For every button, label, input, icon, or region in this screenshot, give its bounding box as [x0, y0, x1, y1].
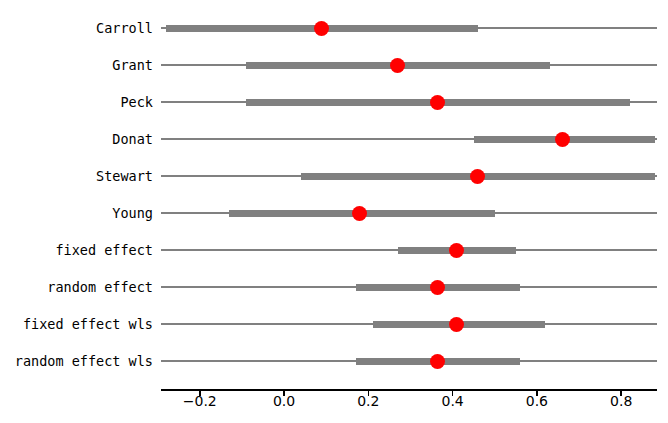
- x-tick-label: 0.8: [591, 393, 651, 409]
- estimate-marker: [314, 21, 329, 36]
- row-label: fixed effect wls: [0, 315, 153, 333]
- estimate-marker: [449, 317, 464, 332]
- estimate-marker: [449, 243, 464, 258]
- x-tick-label: 0.4: [423, 393, 483, 409]
- row-label: random effect: [0, 278, 153, 296]
- x-tick-label: 0.2: [338, 393, 398, 409]
- x-tick-label: −0.2: [170, 393, 230, 409]
- row-label: Carroll: [0, 19, 153, 37]
- row-label: Donat: [0, 130, 153, 148]
- estimate-marker: [430, 280, 445, 295]
- row-label: fixed effect: [0, 241, 153, 259]
- forest-plot-figure: Carroll Grant Peck Donat Stewart Young fixed e…: [0, 0, 668, 423]
- estimate-marker: [470, 169, 485, 184]
- row-label: random effect wls: [0, 352, 153, 370]
- row-label: Stewart: [0, 167, 153, 185]
- x-axis-line: [161, 389, 657, 391]
- estimate-marker: [555, 132, 570, 147]
- row-label: Grant: [0, 56, 153, 74]
- estimate-marker: [352, 206, 367, 221]
- x-tick-label: 0.0: [254, 393, 314, 409]
- row-label: Peck: [0, 93, 153, 111]
- x-tick-label: 0.6: [507, 393, 567, 409]
- row-label: Young: [0, 204, 153, 222]
- estimate-marker: [390, 58, 405, 73]
- estimate-marker: [430, 95, 445, 110]
- estimate-marker: [430, 354, 445, 369]
